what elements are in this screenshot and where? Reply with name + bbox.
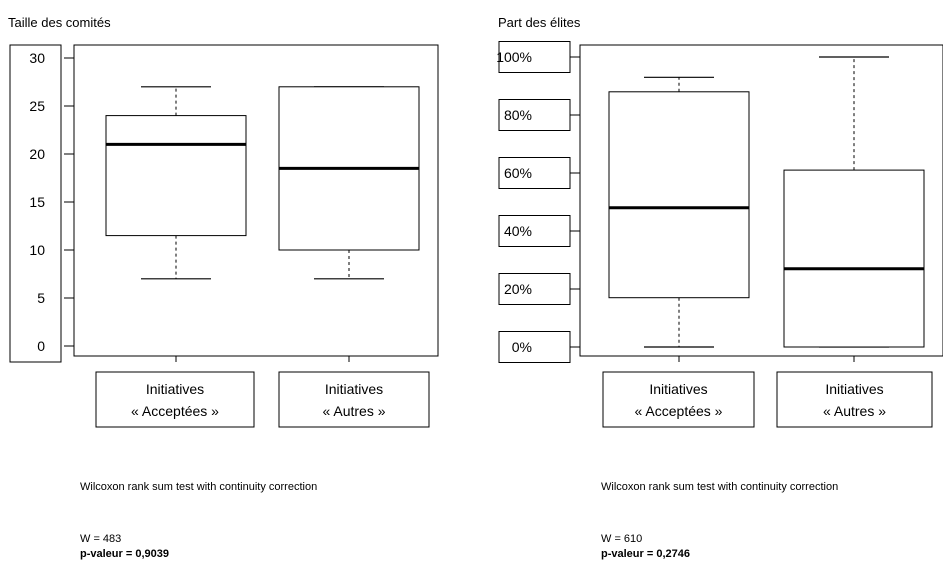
test-name: Wilcoxon rank sum test with continuity c…: [601, 481, 838, 493]
y-tick-label: 80%: [504, 107, 532, 123]
y-tick-label-box: [498, 273, 571, 305]
chart-panel-2: Part des élites 0% 20% 40% 60% 80% 100% Initiat…: [496, 15, 943, 560]
category-label-box: [278, 371, 430, 428]
box-1: [608, 76, 750, 348]
p-value: p-valeur = 0,2746: [601, 548, 690, 560]
category-label-box: [776, 371, 933, 428]
box-2: [783, 56, 925, 348]
chart-title: Part des élites: [498, 15, 581, 30]
chart-title: Taille des comités: [8, 15, 111, 30]
y-tick-label: 0: [37, 338, 45, 354]
y-tick-label: 100%: [496, 49, 532, 65]
y-tick-label-box: [9, 44, 62, 363]
box-2: [278, 86, 420, 280]
y-tick-label: 20%: [504, 281, 532, 297]
y-tick-label: 60%: [504, 165, 532, 181]
category-label: Initiatives: [825, 381, 883, 397]
y-tick-label-box: [498, 331, 571, 363]
w-statistic: W = 610: [601, 533, 642, 545]
y-tick-label: 25: [29, 98, 45, 114]
category-label: « Autres »: [823, 403, 886, 419]
p-value: p-valeur = 0,9039: [80, 548, 169, 560]
y-tick-label-box: [498, 157, 571, 189]
category-label: Initiatives: [146, 381, 204, 397]
y-tick-label: 15: [29, 194, 45, 210]
box-1: [105, 86, 247, 280]
w-statistic: W = 483: [80, 533, 121, 545]
y-tick-label: 5: [37, 290, 45, 306]
y-tick-label: 10: [29, 242, 45, 258]
interquartile-box: [608, 91, 750, 299]
category-label: « Acceptées »: [131, 403, 219, 419]
category-label: Initiatives: [649, 381, 707, 397]
category-label-box: [602, 371, 755, 428]
y-tick-label: 0%: [512, 339, 532, 355]
y-tick-label: 40%: [504, 223, 532, 239]
test-name: Wilcoxon rank sum test with continuity c…: [80, 481, 317, 493]
y-tick-label: 30: [29, 50, 45, 66]
plot-frame: [73, 44, 439, 357]
interquartile-box: [783, 169, 925, 348]
category-label: Initiatives: [325, 381, 383, 397]
y-tick-label-box: [498, 41, 571, 73]
category-label-box: [95, 371, 255, 428]
chart-panel-1: Taille des comités 0 5 10 15 20 25 30 Initiative…: [8, 15, 439, 560]
category-label: « Autres »: [322, 403, 385, 419]
y-tick-label: 20: [29, 146, 45, 162]
plot-frame: [579, 44, 943, 357]
interquartile-box: [105, 115, 247, 237]
category-label: « Acceptées »: [635, 403, 723, 419]
y-tick-label-box: [498, 99, 571, 131]
